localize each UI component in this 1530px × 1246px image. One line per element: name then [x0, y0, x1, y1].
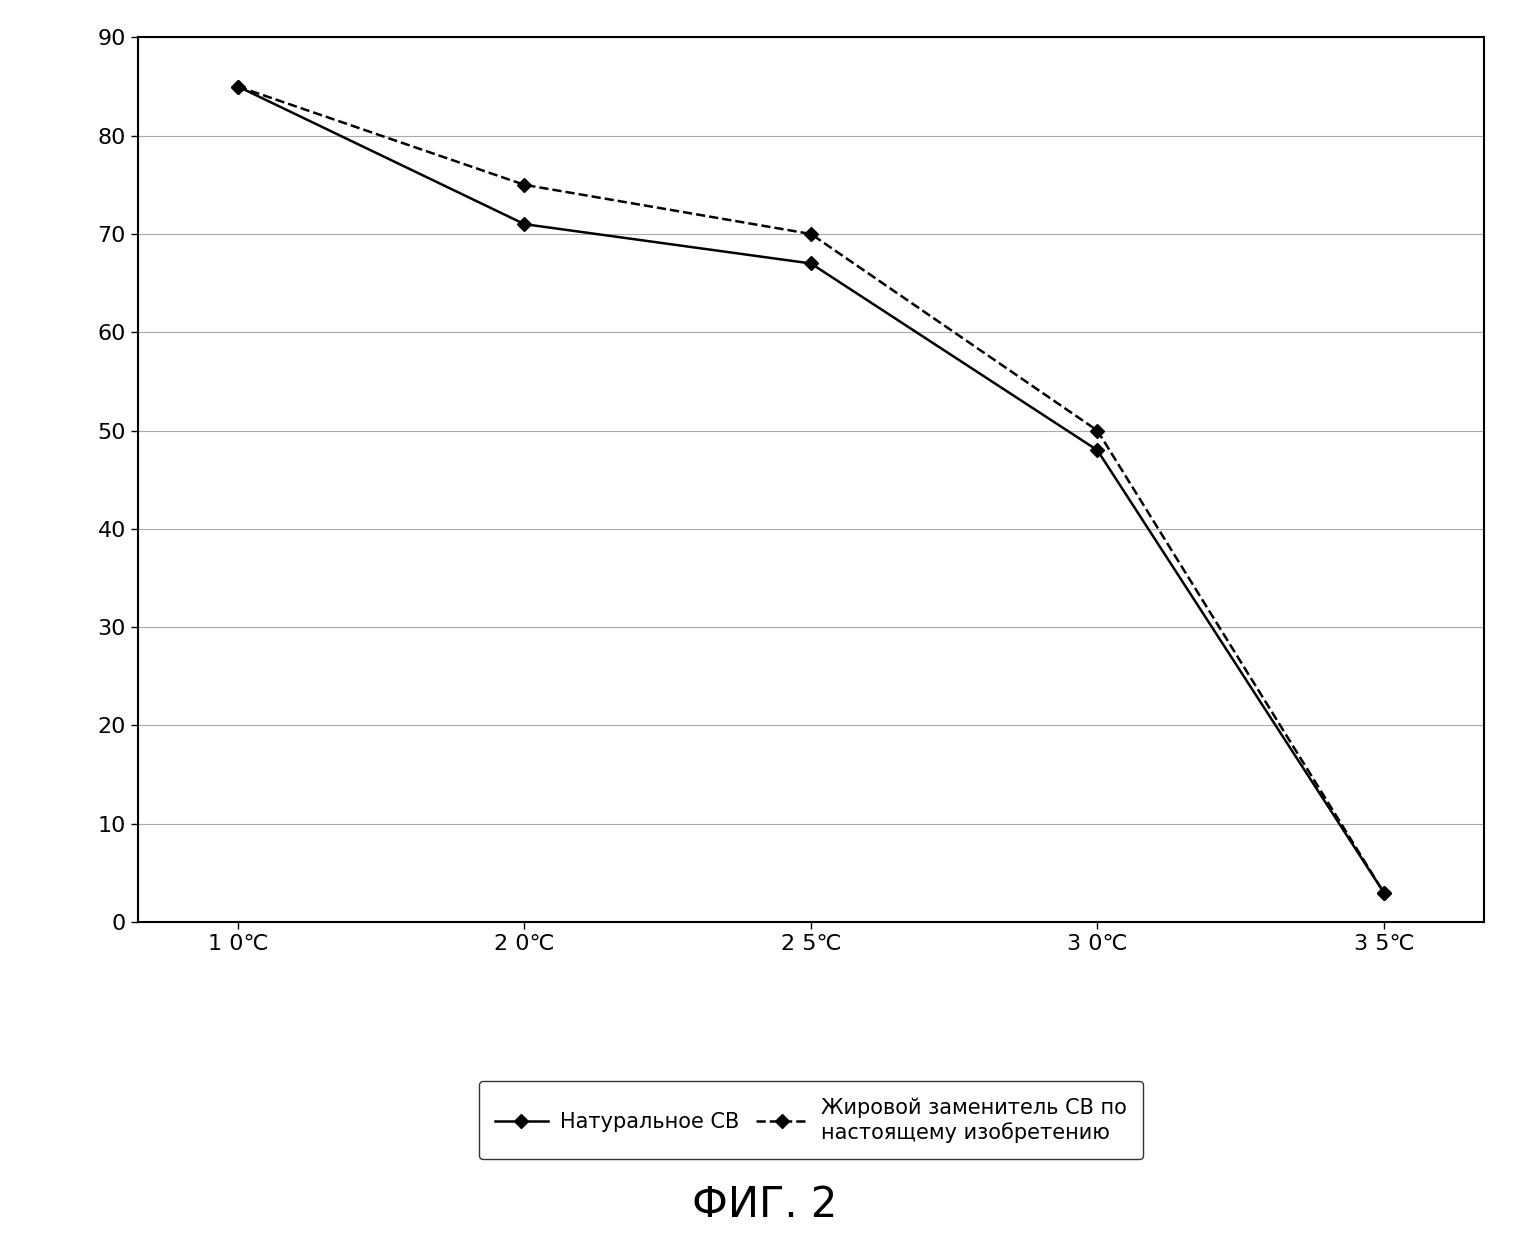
Line: Натуральное СВ: Натуральное СВ: [233, 82, 1389, 897]
Text: ФИГ. 2: ФИГ. 2: [693, 1184, 837, 1226]
Жировой заменитель СВ по
настоящему изобретению: [1374, 885, 1392, 900]
Натуральное СВ: [802, 255, 820, 270]
Legend: Натуральное СВ, Жировой заменитель СВ по
настоящему изобретению: Натуральное СВ, Жировой заменитель СВ по…: [479, 1082, 1143, 1159]
Жировой заменитель СВ по
настоящему изобретению: [802, 227, 820, 242]
Натуральное СВ: [516, 217, 534, 232]
Жировой заменитель СВ по
настоящему изобретению: [516, 177, 534, 192]
Жировой заменитель СВ по
настоящему изобретению: [230, 78, 248, 93]
Натуральное СВ: [230, 78, 248, 93]
Line: Жировой заменитель СВ по
настоящему изобретению: Жировой заменитель СВ по настоящему изоб…: [233, 82, 1389, 897]
Натуральное СВ: [1088, 442, 1106, 457]
Натуральное СВ: [1374, 885, 1392, 900]
Жировой заменитель СВ по
настоящему изобретению: [1088, 424, 1106, 439]
